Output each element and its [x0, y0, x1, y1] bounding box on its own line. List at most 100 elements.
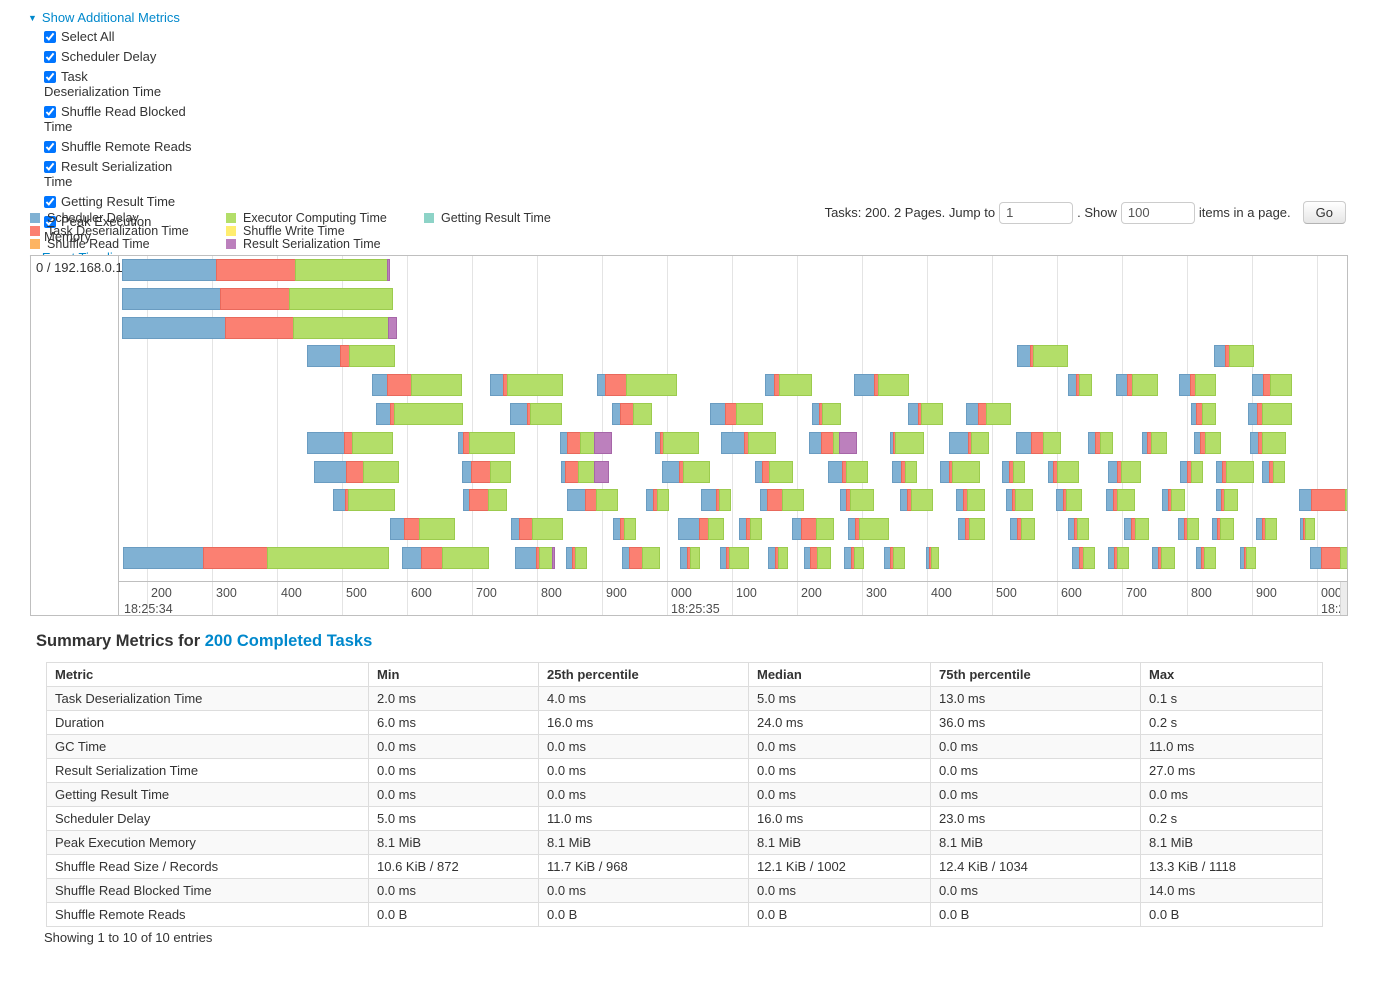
timeline-task-bar[interactable]: [372, 374, 462, 396]
timeline-task-bar[interactable]: [926, 547, 939, 569]
column-header-metric[interactable]: Metric: [46, 662, 369, 687]
timeline-task-bar[interactable]: [662, 461, 710, 483]
timeline-task-bar[interactable]: [1006, 489, 1033, 511]
column-header-median[interactable]: Median: [748, 662, 931, 687]
timeline-task-bar[interactable]: [1180, 461, 1203, 483]
timeline-task-bar[interactable]: [1002, 461, 1025, 483]
timeline-task-bar[interactable]: [1162, 489, 1185, 511]
timeline-task-bar[interactable]: [720, 547, 749, 569]
checkbox-shuffle-remote-reads[interactable]: [44, 141, 56, 153]
timeline-task-bar[interactable]: [721, 432, 776, 454]
column-header-max[interactable]: Max: [1140, 662, 1323, 687]
timeline-task-bar[interactable]: [804, 547, 831, 569]
timeline-task-bar[interactable]: [511, 518, 563, 540]
checkbox-shuffle-read-blocked-time[interactable]: [44, 106, 56, 118]
timeline-task-bar[interactable]: [1216, 489, 1238, 511]
timeline-task-bar[interactable]: [1310, 547, 1347, 569]
timeline-task-bar[interactable]: [701, 489, 731, 511]
column-header-25th-percentile[interactable]: 25th percentile: [538, 662, 749, 687]
timeline-task-bar[interactable]: [490, 374, 563, 396]
timeline-task-bar[interactable]: [710, 403, 763, 425]
timeline-task-bar[interactable]: [1262, 461, 1285, 483]
timeline-task-bar[interactable]: [122, 317, 397, 339]
timeline-task-bar[interactable]: [307, 345, 395, 367]
timeline-task-bar[interactable]: [566, 547, 587, 569]
timeline-task-bar[interactable]: [458, 432, 515, 454]
checkbox-select-all[interactable]: [44, 31, 56, 43]
timeline-task-bar[interactable]: [1152, 547, 1175, 569]
timeline-task-bar[interactable]: [848, 518, 889, 540]
timeline-task-bar[interactable]: [1010, 518, 1035, 540]
timeline-scrollbar[interactable]: [1340, 582, 1347, 615]
timeline-task-bar[interactable]: [510, 403, 562, 425]
timeline-task-bar[interactable]: [612, 403, 652, 425]
timeline-task-bar[interactable]: [812, 403, 841, 425]
timeline-task-bar[interactable]: [949, 432, 989, 454]
show-additional-metrics-toggle[interactable]: ▼ Show Additional Metrics: [28, 10, 198, 25]
timeline-task-bar[interactable]: [1196, 547, 1216, 569]
timeline-task-bar[interactable]: [680, 547, 700, 569]
timeline-task-bar[interactable]: [1178, 518, 1199, 540]
timeline-task-bar[interactable]: [1124, 518, 1149, 540]
checkbox-scheduler-delay[interactable]: [44, 51, 56, 63]
timeline-task-bar[interactable]: [844, 547, 864, 569]
timeline-task-bar[interactable]: [1116, 374, 1158, 396]
timeline-task-bar[interactable]: [655, 432, 699, 454]
timeline-task-bar[interactable]: [956, 489, 985, 511]
timeline-task-bar[interactable]: [1248, 403, 1292, 425]
timeline-task-bar[interactable]: [908, 403, 943, 425]
column-header-75th-percentile[interactable]: 75th percentile: [930, 662, 1141, 687]
timeline-task-bar[interactable]: [966, 403, 1011, 425]
timeline-task-bar[interactable]: [1056, 489, 1082, 511]
checkbox-peak-execution-memory[interactable]: [44, 216, 56, 228]
timeline-task-bar[interactable]: [1212, 518, 1234, 540]
checkbox-getting-result-time[interactable]: [44, 196, 56, 208]
timeline-task-bar[interactable]: [333, 489, 395, 511]
timeline-task-bar[interactable]: [792, 518, 834, 540]
timeline-task-bar[interactable]: [739, 518, 762, 540]
timeline-task-bar[interactable]: [122, 259, 390, 281]
timeline-task-bar[interactable]: [1250, 432, 1286, 454]
timeline-task-bar[interactable]: [314, 461, 399, 483]
timeline-task-bar[interactable]: [1016, 432, 1061, 454]
timeline-task-bar[interactable]: [560, 432, 612, 454]
timeline-task-bar[interactable]: [854, 374, 909, 396]
timeline-task-bar[interactable]: [597, 374, 677, 396]
timeline-task-bar[interactable]: [123, 547, 389, 569]
column-header-min[interactable]: Min: [368, 662, 539, 687]
timeline-task-bar[interactable]: [1216, 461, 1254, 483]
checkbox-result-serialization-time[interactable]: [44, 161, 56, 173]
timeline-task-bar[interactable]: [1068, 518, 1089, 540]
items-per-page-input[interactable]: [1120, 201, 1195, 224]
timeline-task-bar[interactable]: [755, 461, 793, 483]
timeline-task-bar[interactable]: [1252, 374, 1292, 396]
timeline-task-bar[interactable]: [122, 288, 393, 310]
timeline-task-bar[interactable]: [1191, 403, 1216, 425]
timeline-task-bar[interactable]: [1017, 345, 1068, 367]
timeline-task-bar[interactable]: [1068, 374, 1092, 396]
timeline-task-bar[interactable]: [1240, 547, 1256, 569]
timeline-task-bar[interactable]: [760, 489, 804, 511]
timeline-task-bar[interactable]: [828, 461, 868, 483]
timeline-task-bar[interactable]: [1048, 461, 1079, 483]
timeline-task-bar[interactable]: [1072, 547, 1095, 569]
timeline-task-bar[interactable]: [613, 518, 636, 540]
timeline-task-bar[interactable]: [1194, 432, 1221, 454]
completed-tasks-link[interactable]: 200 Completed Tasks: [204, 632, 373, 650]
timeline-task-bar[interactable]: [1300, 518, 1315, 540]
timeline-task-bar[interactable]: [1088, 432, 1113, 454]
timeline-task-bar[interactable]: [765, 374, 812, 396]
timeline-task-bar[interactable]: [900, 489, 933, 511]
timeline-task-bar[interactable]: [840, 489, 874, 511]
timeline-task-bar[interactable]: [561, 461, 609, 483]
timeline-task-bar[interactable]: [462, 461, 511, 483]
timeline-task-bar[interactable]: [1256, 518, 1277, 540]
timeline-task-bar[interactable]: [892, 461, 917, 483]
timeline-task-bar[interactable]: [307, 432, 393, 454]
timeline-task-bar[interactable]: [1108, 547, 1129, 569]
timeline-task-bar[interactable]: [646, 489, 669, 511]
timeline-task-bar[interactable]: [1108, 461, 1141, 483]
timeline-task-bar[interactable]: [958, 518, 985, 540]
timeline-task-bar[interactable]: [678, 518, 724, 540]
timeline-task-bar[interactable]: [567, 489, 618, 511]
